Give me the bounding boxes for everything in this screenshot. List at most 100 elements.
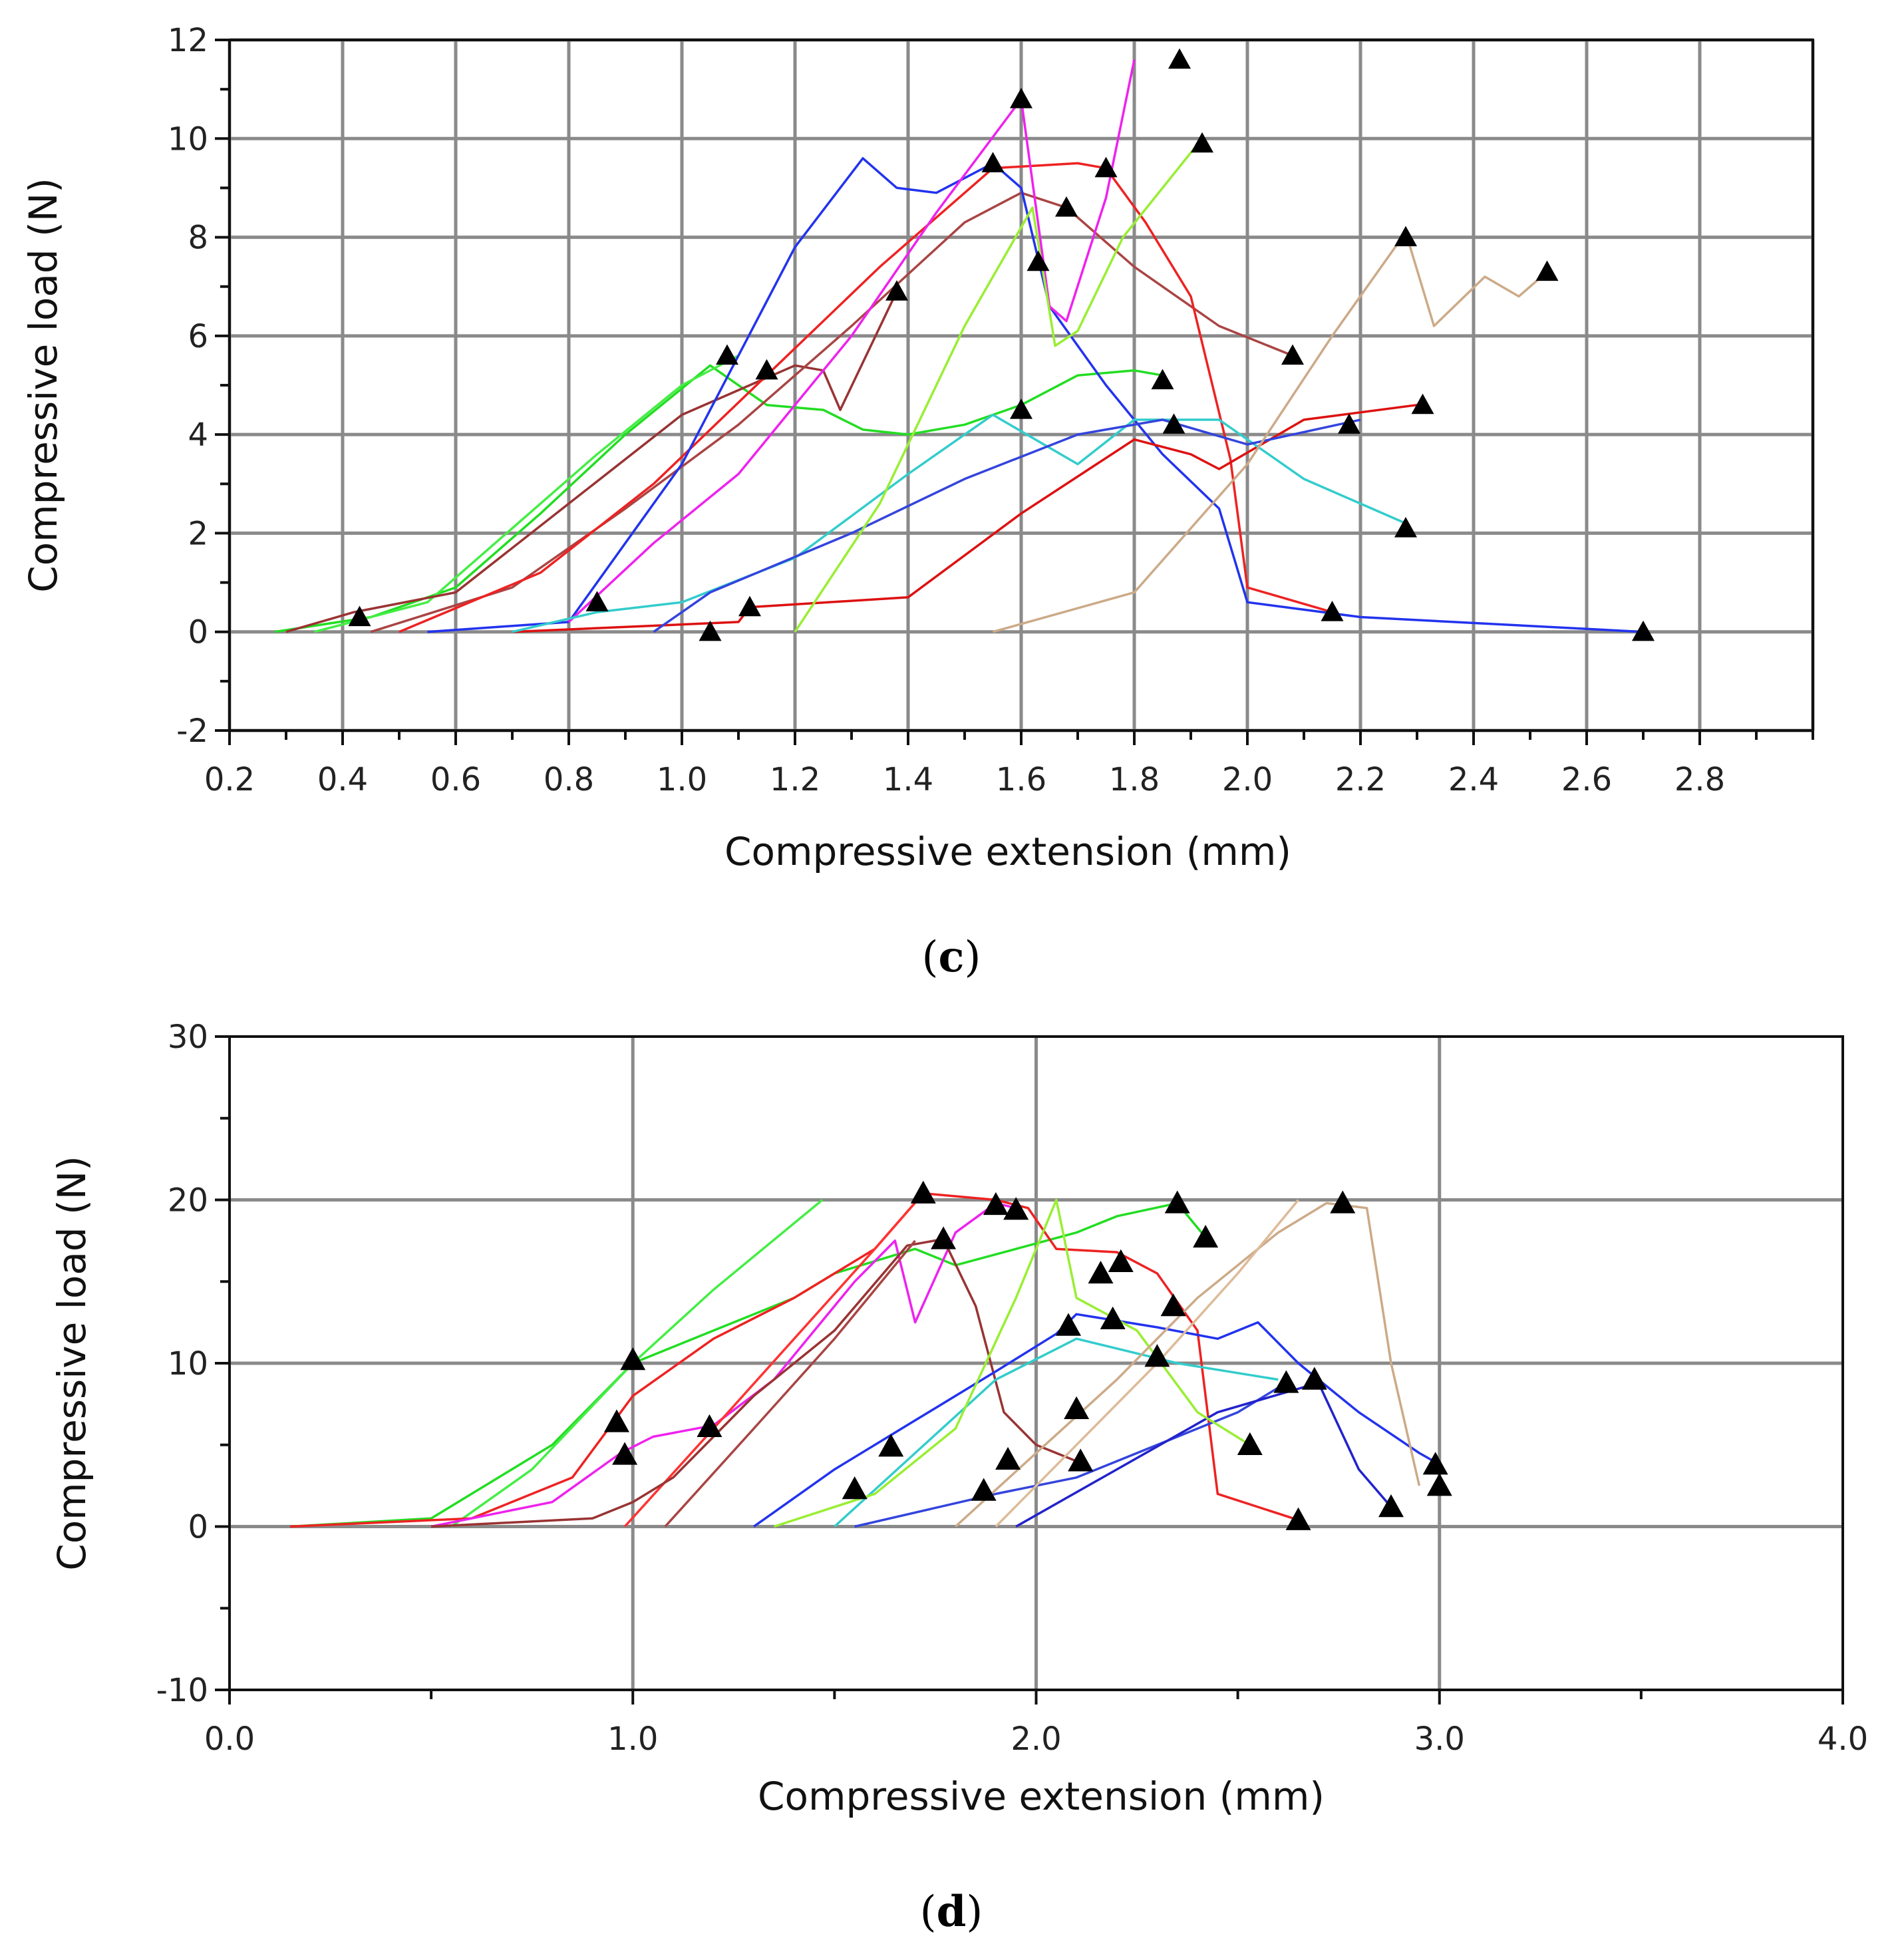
series-line-tan-1 — [955, 1202, 1421, 1528]
chart-d-panel-letter: d — [937, 1887, 967, 1937]
x-tick-label: 1.0 — [607, 1720, 658, 1758]
triangle-marker — [1321, 601, 1344, 621]
y-tick-label: -2 — [176, 713, 208, 750]
x-tick-label: 0.8 — [544, 761, 594, 798]
triangle-marker — [1010, 399, 1032, 419]
triangle-marker — [1003, 1197, 1029, 1220]
triangle-marker — [697, 1414, 722, 1437]
triangle-marker — [348, 605, 371, 627]
x-tick-label: 4.0 — [1818, 1720, 1868, 1758]
triangle-marker — [1394, 226, 1417, 247]
triangle-marker — [1281, 344, 1304, 365]
triangle-marker — [1422, 1452, 1448, 1475]
triangle-marker — [1632, 620, 1655, 641]
series-line-blue-3 — [1015, 1381, 1392, 1528]
triangle-marker — [755, 359, 778, 380]
triangle-marker — [612, 1442, 638, 1465]
x-tick-label: 2.2 — [1335, 761, 1386, 798]
triangle-marker — [1064, 1396, 1090, 1419]
triangle-marker — [910, 1180, 936, 1204]
y-tick-label: 2 — [188, 515, 208, 552]
x-tick-label: 1.4 — [883, 761, 933, 798]
series-line-brown-2 — [370, 192, 1293, 633]
chart-d-markers — [604, 1180, 1452, 1530]
triangle-marker — [1056, 1313, 1081, 1336]
x-tick-label: 3.0 — [1414, 1720, 1465, 1758]
chart-c-grid — [228, 38, 1815, 733]
triangle-marker — [1162, 413, 1186, 434]
chart-c-ticks — [215, 39, 1814, 745]
y-tick-label: 4 — [188, 416, 208, 454]
chart-panel-c: -2 0 2 4 6 8 10 12 0.2 0.4 0.6 0.8 1.0 1.2 1.4 1.6 1.8 2… — [21, 22, 1815, 982]
y-tick-label: 6 — [188, 318, 208, 355]
series-line-brown-1 — [285, 291, 898, 633]
chart-d-y-tick-labels: -10 0 10 20 30 — [156, 1019, 208, 1709]
triangle-marker — [1535, 260, 1559, 281]
x-tick-label: 0.0 — [204, 1720, 255, 1758]
triangle-marker — [1330, 1190, 1356, 1214]
chart-d-x-axis-title: Compressive extension (mm) — [758, 1774, 1325, 1819]
x-tick-label: 1.8 — [1109, 761, 1160, 798]
chart-panel-d: -10 0 10 20 30 0.0 1.0 2.0 3.0 4.0 Compressive e… — [49, 1019, 1868, 1937]
series-line-green-1 — [274, 364, 1163, 633]
triangle-marker — [1411, 393, 1434, 414]
x-tick-label: 2.0 — [1011, 1720, 1061, 1758]
series-line-blue-2 — [854, 1382, 1287, 1528]
triangle-marker — [878, 1434, 904, 1457]
chart-d-ticks — [215, 1035, 1844, 1705]
chart-c-x-axis-title: Compressive extension (mm) — [724, 829, 1291, 874]
triangle-marker — [1394, 517, 1417, 538]
triangle-marker — [1010, 87, 1032, 108]
series-line-cyan-1 — [834, 1337, 1279, 1528]
x-tick-label: 2.6 — [1561, 761, 1612, 798]
triangle-marker — [1378, 1494, 1404, 1518]
x-tick-label: 2.8 — [1674, 761, 1725, 798]
y-tick-label: 30 — [168, 1019, 208, 1056]
triangle-marker — [1168, 48, 1191, 69]
series-line-brown-2 — [664, 1239, 916, 1528]
triangle-marker — [716, 344, 738, 365]
series-line-blue-2 — [653, 418, 1361, 633]
triangle-marker — [1094, 156, 1118, 178]
y-tick-label: -10 — [156, 1672, 208, 1709]
series-line-magenta-1 — [430, 1202, 1017, 1528]
triangle-marker — [1426, 1473, 1452, 1496]
triangle-marker — [1108, 1249, 1134, 1272]
triangle-marker — [1055, 196, 1078, 217]
chart-d-x-tick-labels: 0.0 1.0 2.0 3.0 4.0 — [204, 1720, 1868, 1758]
triangle-marker — [604, 1409, 629, 1432]
triangle-marker — [981, 152, 1005, 172]
y-tick-label: 10 — [168, 1345, 208, 1383]
series-line-blue-1 — [427, 157, 1644, 633]
chart-c-x-tick-labels: 0.2 0.4 0.6 0.8 1.0 1.2 1.4 1.6 1.8 2.0 2.2 2.4 2.6 2… — [204, 761, 1725, 798]
chart-c-panel-label: (c) — [922, 932, 981, 982]
x-tick-label: 1.0 — [657, 761, 707, 798]
triangle-marker — [1285, 1507, 1311, 1530]
series-line-magenta-1 — [567, 59, 1136, 623]
chart-d-y-axis-title: Compressive load (N) — [49, 1156, 94, 1571]
chart-d-panel-label: (d) — [920, 1887, 983, 1937]
triangle-marker — [842, 1476, 868, 1500]
x-tick-label: 2.0 — [1222, 761, 1273, 798]
triangle-marker — [1151, 369, 1174, 390]
x-tick-label: 0.4 — [317, 761, 368, 798]
chart-c-y-tick-labels: -2 0 2 4 6 8 10 12 — [168, 22, 208, 750]
series-line-cyan-1 — [512, 413, 1406, 633]
x-tick-label: 0.2 — [204, 761, 255, 798]
series-line-blue-1 — [753, 1313, 1440, 1528]
chart-d-series-group — [289, 1192, 1440, 1528]
triangle-marker — [1273, 1370, 1299, 1393]
triangle-marker — [699, 620, 722, 641]
series-line-lime-1 — [773, 1198, 1251, 1528]
y-tick-label: 20 — [168, 1182, 208, 1220]
triangle-marker — [1237, 1432, 1263, 1455]
triangle-marker — [995, 1446, 1021, 1470]
x-tick-label: 1.2 — [770, 761, 820, 798]
triangle-marker — [971, 1478, 997, 1501]
triangle-marker — [738, 595, 761, 617]
y-tick-label: 0 — [188, 614, 208, 651]
chart-d-grid — [230, 1037, 1843, 1690]
triangle-marker — [1193, 1224, 1219, 1248]
x-tick-label: 0.6 — [430, 761, 481, 798]
triangle-marker — [931, 1226, 957, 1249]
